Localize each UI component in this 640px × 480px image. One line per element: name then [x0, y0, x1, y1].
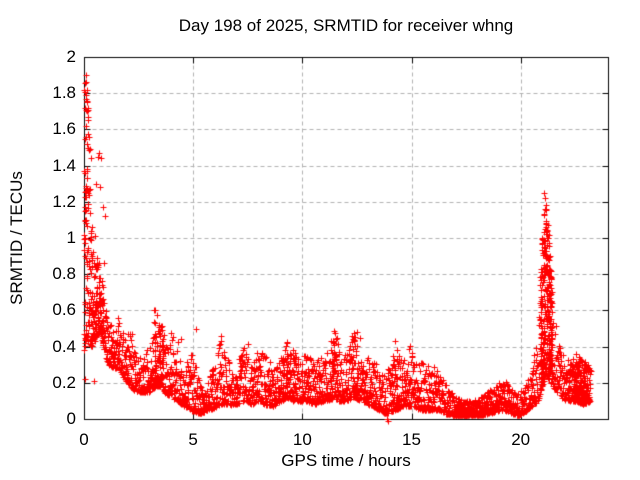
- y-tick-label: 1.6: [52, 119, 76, 139]
- x-tick-label: 20: [511, 430, 531, 449]
- y-tick-label: 1.4: [52, 155, 76, 175]
- x-tick-label: 5: [188, 430, 198, 449]
- y-tick-label: 0.6: [52, 300, 76, 320]
- y-tick-label: 0.8: [52, 264, 76, 284]
- y-tick-label: 1.2: [52, 191, 76, 211]
- y-tick-label: 0.4: [52, 336, 76, 356]
- y-tick-label: 2: [66, 47, 76, 66]
- chart-title: Day 198 of 2025, SRMTID for receiver whn…: [178, 16, 514, 35]
- y-tick-label: 0.2: [52, 372, 76, 392]
- x-axis-label: GPS time / hours: [281, 451, 411, 470]
- x-tick-label: 10: [292, 430, 312, 449]
- x-tick-label: 15: [402, 430, 421, 449]
- y-tick-label: 1: [66, 228, 76, 247]
- x-tick-label: 0: [79, 430, 89, 449]
- y-tick-label: 1.8: [52, 83, 76, 103]
- y-tick-label: 0: [66, 409, 76, 428]
